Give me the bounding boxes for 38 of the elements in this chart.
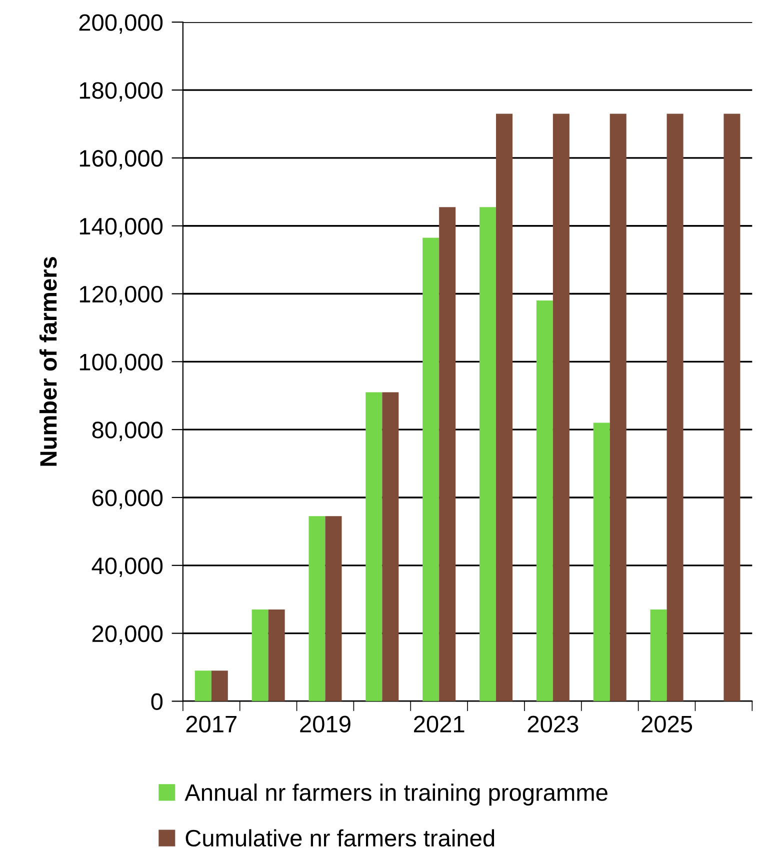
bar bbox=[724, 114, 740, 702]
y-tick-label: 140,000 bbox=[80, 218, 163, 238]
x-tick-label: 2023 bbox=[528, 716, 578, 732]
y-tick-label: 120,000 bbox=[80, 286, 163, 306]
legend-label: Annual nr farmers in training programme bbox=[184, 784, 608, 806]
bar bbox=[366, 392, 382, 702]
y-axis-title: Number of farmers bbox=[39, 257, 57, 466]
y-tick-label: 160,000 bbox=[80, 150, 163, 170]
bar bbox=[480, 207, 496, 702]
bar bbox=[252, 610, 268, 702]
x-tick-label: 2025 bbox=[642, 716, 692, 732]
y-tick-label: 0 bbox=[151, 693, 163, 710]
bar bbox=[308, 516, 326, 702]
bar bbox=[194, 670, 212, 702]
bar bbox=[593, 422, 610, 702]
y-tick-label: 20,000 bbox=[92, 625, 163, 645]
bar bbox=[552, 114, 570, 702]
x-tick-label: 2021 bbox=[414, 716, 464, 732]
bar bbox=[211, 670, 228, 702]
bar bbox=[666, 114, 684, 702]
bar bbox=[496, 114, 513, 702]
bar bbox=[422, 238, 440, 702]
x-tick-label: 2019 bbox=[300, 716, 350, 732]
bar bbox=[382, 392, 399, 702]
bar bbox=[650, 610, 667, 702]
bar bbox=[325, 516, 342, 702]
y-tick-label: 80,000 bbox=[92, 422, 163, 442]
y-tick-label: 100,000 bbox=[80, 354, 163, 374]
y-tick-label: 40,000 bbox=[92, 557, 163, 577]
bar bbox=[268, 610, 285, 702]
bar bbox=[439, 207, 456, 702]
x-tick-label: 2017 bbox=[186, 716, 236, 732]
bar bbox=[610, 114, 626, 702]
legend-label: Cumulative nr farmers trained bbox=[186, 829, 494, 847]
y-tick-label: 200,000 bbox=[79, 14, 163, 34]
y-tick-label: 60,000 bbox=[92, 490, 163, 510]
bar bbox=[536, 300, 553, 702]
y-tick-label: 180,000 bbox=[80, 82, 163, 102]
